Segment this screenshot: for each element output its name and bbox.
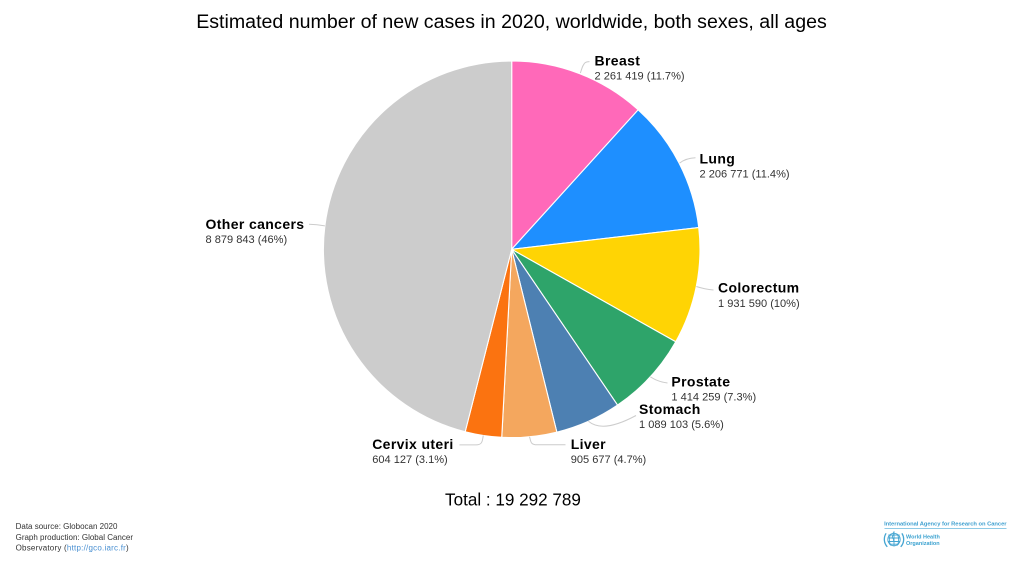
svg-text:Organization: Organization — [906, 541, 940, 547]
svg-text:905 677 (4.7%): 905 677 (4.7%) — [571, 454, 647, 466]
svg-text:Liver: Liver — [571, 436, 606, 452]
svg-text:Breast: Breast — [595, 52, 641, 68]
svg-text:Total : 19 292 789: Total : 19 292 789 — [445, 491, 581, 510]
svg-text:Data source: Globocan 2020: Data source: Globocan 2020 — [16, 522, 118, 531]
svg-text:1 089 103 (5.6%): 1 089 103 (5.6%) — [639, 419, 724, 431]
svg-text:Lung: Lung — [700, 151, 736, 167]
svg-text:2 206 771 (11.4%): 2 206 771 (11.4%) — [700, 169, 790, 181]
svg-text:2 261 419 (11.7%): 2 261 419 (11.7%) — [595, 71, 685, 83]
svg-text:1 414 259 (7.3%): 1 414 259 (7.3%) — [671, 392, 756, 404]
svg-text:8 879 843 (46%): 8 879 843 (46%) — [206, 234, 288, 246]
svg-text:Graph production: Global Cance: Graph production: Global Cancer — [16, 533, 134, 542]
svg-text:Prostate: Prostate — [671, 373, 730, 389]
svg-text:Colorectum: Colorectum — [718, 280, 800, 296]
svg-text:Other cancers: Other cancers — [206, 216, 305, 232]
svg-text:Cervix uteri: Cervix uteri — [372, 436, 453, 452]
svg-text:Estimated number of new cases: Estimated number of new cases in 2020, w… — [196, 11, 827, 33]
svg-text:Stomach: Stomach — [639, 401, 701, 417]
svg-text:604 127 (3.1%): 604 127 (3.1%) — [372, 454, 448, 466]
svg-text:World Health: World Health — [906, 535, 940, 541]
svg-text:1 931 590 (10%): 1 931 590 (10%) — [718, 298, 800, 310]
svg-text:Observatory (http://gco.iarc.f: Observatory (http://gco.iarc.fr) — [16, 544, 129, 553]
svg-text:International Agency for Resea: International Agency for Research on Can… — [884, 522, 1007, 528]
